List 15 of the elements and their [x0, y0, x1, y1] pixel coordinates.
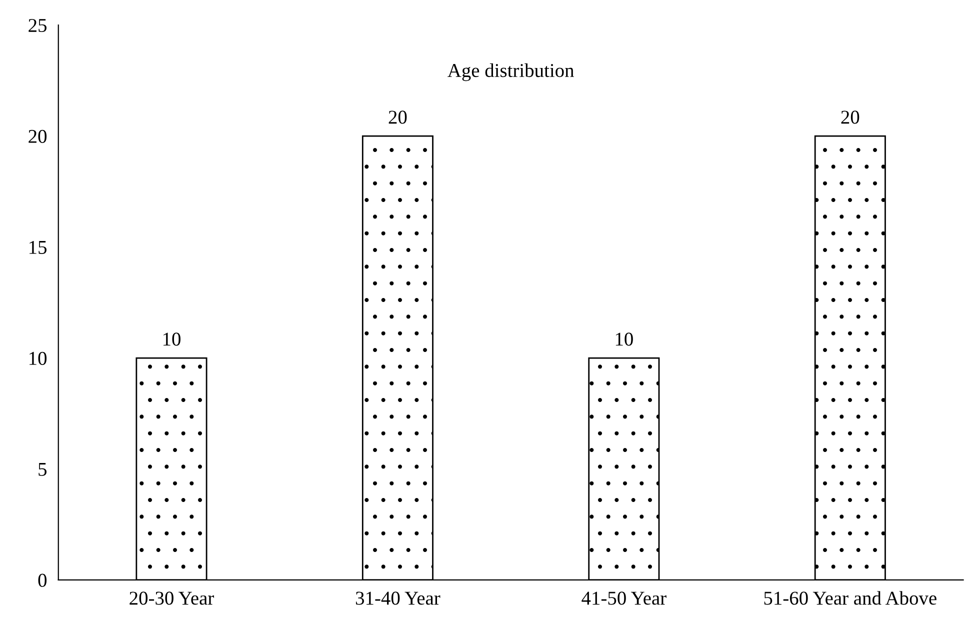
x-tick-label: 31-40 Year: [356, 592, 440, 605]
y-tick-label: 0: [38, 574, 47, 587]
text: Age distribution: [448, 63, 574, 82]
y-tick-label: 25: [28, 18, 47, 32]
y-tick-label: 20: [28, 130, 47, 143]
x-tick-label: 41-50 Year: [582, 592, 666, 605]
data-label: 20: [841, 110, 860, 124]
x-tick-label: 20-30 Year: [130, 592, 214, 605]
x-tick-label: 51-60 Year and Above: [764, 591, 936, 605]
y-tick-label: 5: [38, 463, 47, 476]
y-tick-label: 10: [30, 352, 47, 365]
data-label: 10: [163, 332, 180, 346]
data-label: 20: [388, 110, 407, 124]
data-label: 10: [616, 332, 633, 346]
y-tick-label: 15: [30, 240, 47, 254]
